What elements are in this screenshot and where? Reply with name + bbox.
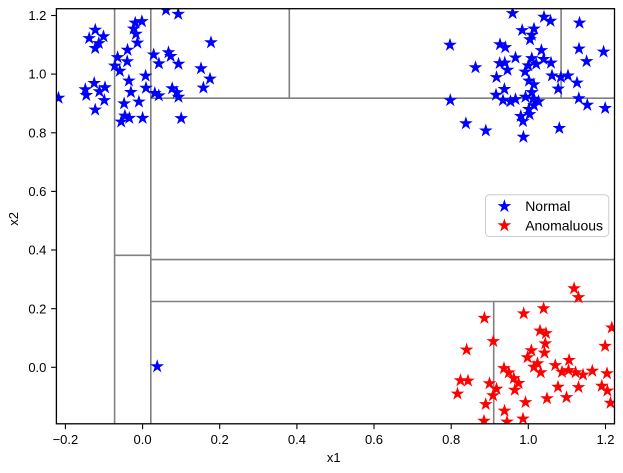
- svg-text:1.2: 1.2: [28, 8, 46, 23]
- svg-text:0.0: 0.0: [28, 360, 46, 375]
- svg-text:0.6: 0.6: [28, 184, 46, 199]
- svg-text:0.2: 0.2: [28, 301, 46, 316]
- svg-text:0.0: 0.0: [134, 432, 152, 447]
- svg-text:0.4: 0.4: [28, 243, 46, 258]
- svg-text:0.8: 0.8: [442, 432, 460, 447]
- svg-text:0.8: 0.8: [28, 125, 46, 140]
- svg-text:Normal: Normal: [525, 198, 570, 214]
- svg-text:0.4: 0.4: [288, 432, 306, 447]
- svg-text:1.0: 1.0: [519, 432, 537, 447]
- svg-text:1.0: 1.0: [28, 67, 46, 82]
- svg-text:x1: x1: [327, 450, 341, 465]
- svg-text:0.6: 0.6: [365, 432, 383, 447]
- svg-text:1.2: 1.2: [596, 432, 614, 447]
- svg-text:−0.2: −0.2: [53, 432, 79, 447]
- svg-text:Anomaluous: Anomaluous: [525, 218, 603, 234]
- svg-text:0.2: 0.2: [211, 432, 229, 447]
- svg-text:x2: x2: [6, 212, 21, 226]
